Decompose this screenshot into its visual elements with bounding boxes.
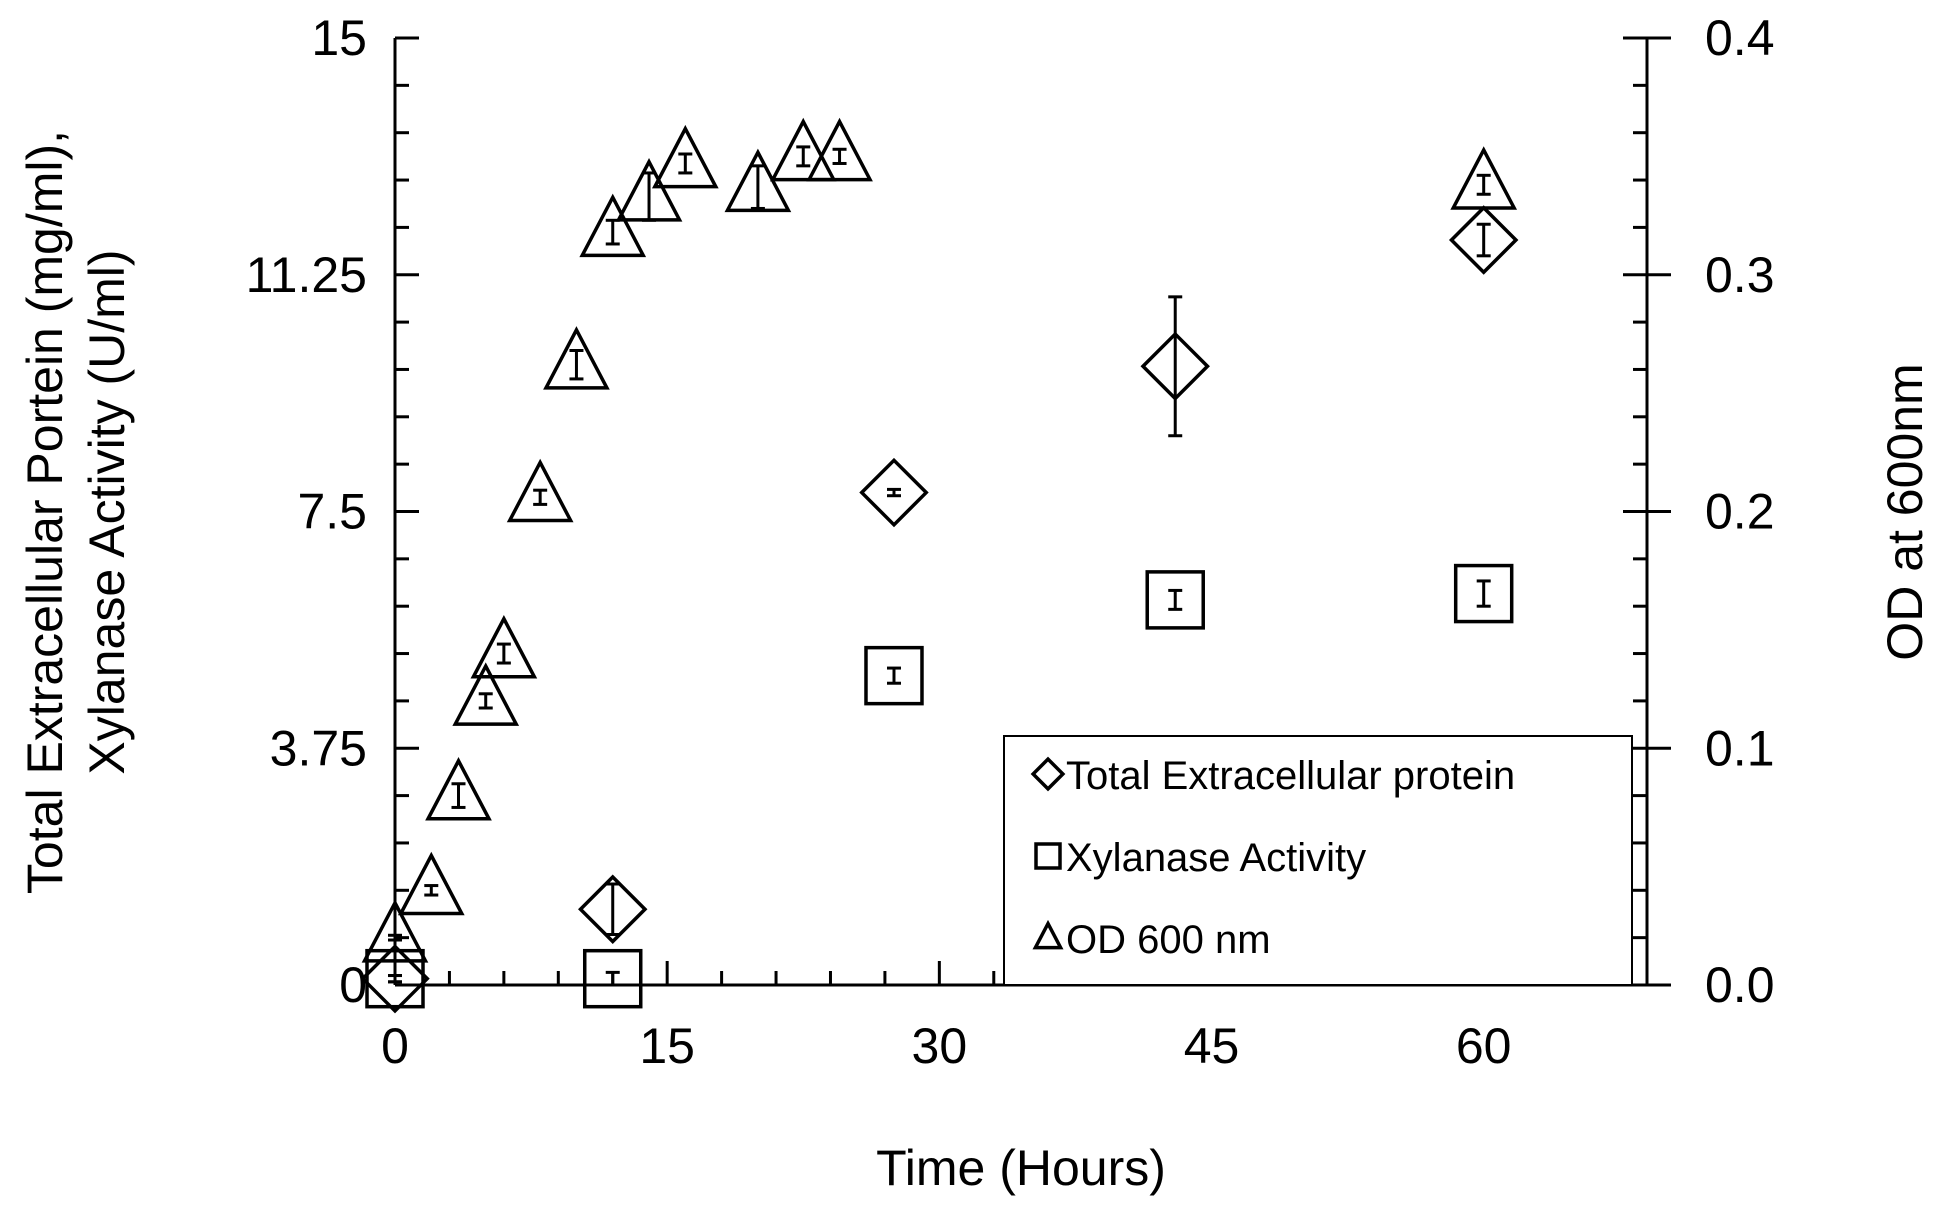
- y-right-tick-label: 0.0: [1705, 957, 1775, 1013]
- data-point: [769, 117, 837, 182]
- y-left-tick-label: 11.25: [246, 247, 367, 303]
- data-point: [506, 458, 574, 523]
- tick-labels: 0 15 30 45 60 0 3.75 7.5 11.25 15 0.0 0.1 0.2 0.3 0.4: [246, 10, 1775, 1074]
- x-tick-label: 15: [639, 1018, 695, 1074]
- y-right-tick-label: 0.4: [1705, 10, 1775, 66]
- data-point: [425, 757, 492, 821]
- legend-marker: [1034, 842, 1062, 870]
- y-left-tick-label: 7.5: [297, 484, 367, 540]
- data-point: [360, 943, 430, 1014]
- data-point: [1140, 331, 1210, 402]
- legend-marker: [1030, 756, 1066, 792]
- y-right-tick-label: 0.3: [1705, 247, 1775, 303]
- x-axis-title: Time (Hours): [876, 1140, 1166, 1196]
- legend-label: Xylanase Activity: [1066, 836, 1366, 880]
- y-left-axis-title: Total Extracellular Portein (mg/ml), Xyl…: [17, 130, 135, 894]
- data-point: [1145, 570, 1205, 630]
- data-point: [582, 948, 643, 1009]
- series-diamond: [360, 205, 1519, 1014]
- y-left-tick-label: 3.75: [270, 720, 367, 776]
- y-left-axis-title-line-2: Xylanase Activity (U/ml): [79, 249, 135, 774]
- legend-items: Total Extracellular protein Xylanase Acti…: [1030, 754, 1515, 962]
- data-point: [365, 948, 425, 1009]
- data-point: [543, 326, 610, 390]
- legend-label: Total Extracellular protein: [1066, 754, 1515, 798]
- data-point: [579, 193, 647, 258]
- y-right-tick-label: 0.2: [1705, 484, 1775, 540]
- data-marks: [360, 117, 1519, 1014]
- x-tick-label: 0: [381, 1018, 409, 1074]
- data-point: [864, 645, 924, 706]
- y-left-axis-title-line-1: Total Extracellular Portein (mg/ml),: [17, 130, 73, 894]
- data-point: [859, 457, 929, 528]
- x-tick-label: 60: [1456, 1018, 1512, 1074]
- data-point: [1448, 205, 1519, 275]
- legend: Total Extracellular protein Xylanase Acti…: [1003, 735, 1633, 986]
- data-point: [615, 158, 683, 222]
- data-point: [651, 124, 719, 189]
- series-triangle: [361, 117, 1518, 963]
- data-point: [806, 117, 873, 182]
- legend-item: Total Extracellular protein: [1030, 754, 1515, 798]
- legend-marker: [1032, 919, 1064, 950]
- data-point: [1450, 146, 1518, 210]
- data-point: [397, 851, 465, 916]
- x-tick-label: 45: [1184, 1018, 1240, 1074]
- y-right-axis-title: OD at 600nm: [1877, 363, 1933, 660]
- data-point: [1453, 563, 1514, 624]
- data-point: [470, 614, 538, 679]
- data-point: [724, 148, 792, 213]
- legend-item: OD 600 nm: [1032, 918, 1271, 962]
- series-square: [365, 563, 1514, 1009]
- x-tick-label: 30: [912, 1018, 968, 1074]
- y-left-tick-label: 0: [339, 957, 367, 1013]
- data-point: [361, 899, 429, 963]
- legend-item: Xylanase Activity: [1034, 836, 1366, 880]
- legend-box: [1003, 735, 1633, 986]
- y-right-tick-label: 0.1: [1705, 720, 1775, 776]
- legend-label: OD 600 nm: [1066, 918, 1271, 962]
- data-point: [578, 874, 648, 944]
- y-left-tick-label: 15: [311, 10, 367, 66]
- data-point: [452, 662, 520, 726]
